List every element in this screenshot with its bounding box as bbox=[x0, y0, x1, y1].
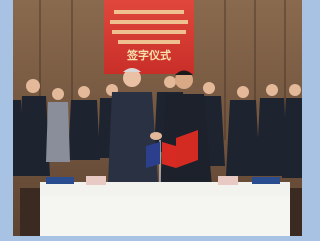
border-left bbox=[0, 0, 13, 241]
page: 签字仪式 bbox=[0, 0, 302, 241]
banner-title: 签字仪式 bbox=[126, 48, 171, 62]
banner: 签字仪式 bbox=[104, 0, 194, 74]
signing-table bbox=[20, 176, 302, 236]
border-bottom bbox=[0, 236, 302, 241]
photo: 签字仪式 bbox=[0, 0, 302, 241]
